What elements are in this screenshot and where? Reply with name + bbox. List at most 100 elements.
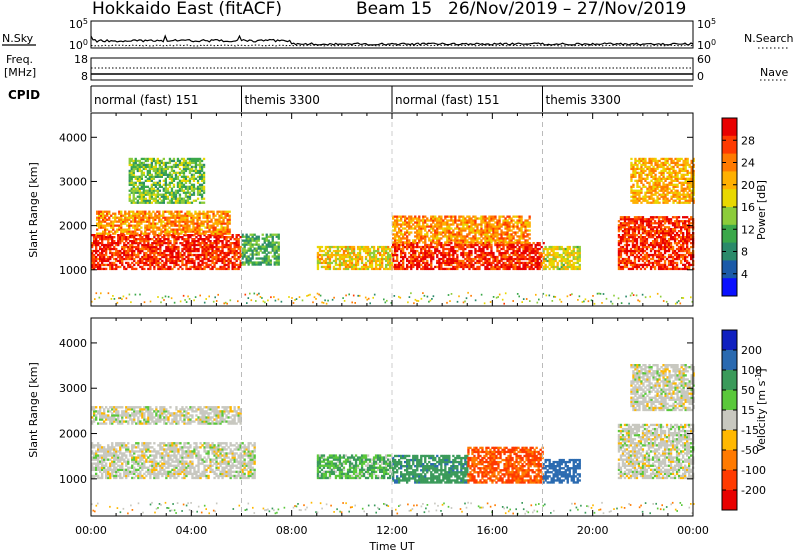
- heatmap-cell: [105, 252, 107, 254]
- heatmap-cell: [398, 262, 400, 264]
- heatmap-cell: [327, 266, 329, 268]
- heatmap-cell: [539, 248, 541, 250]
- heatmap-cell: [462, 237, 464, 239]
- heatmap-cell: [400, 216, 402, 218]
- heatmap-cell: [341, 246, 343, 248]
- heatmap-cell: [658, 248, 660, 250]
- heatmap-cell: [230, 258, 232, 260]
- heatmap-cell: [438, 239, 440, 241]
- heatmap-cell: [111, 266, 113, 268]
- heatmap-cell: [502, 246, 504, 248]
- heatmap-cell: [248, 261, 250, 263]
- heatmap-cell: [484, 229, 486, 231]
- heatmap-cell: [208, 217, 210, 219]
- heatmap-cell: [327, 252, 329, 254]
- heatmap-cell: [329, 256, 331, 258]
- heatmap-cell: [524, 262, 526, 264]
- heatmap-cell: [524, 268, 526, 270]
- heatmap-cell: [438, 252, 440, 254]
- heatmap-cell: [510, 219, 512, 221]
- heatmap-cell: [329, 262, 331, 264]
- heatmap-cell: [274, 257, 276, 259]
- heatmap-cell: [387, 262, 389, 264]
- heatmap-cell: [414, 258, 416, 260]
- heatmap-cell: [400, 219, 402, 221]
- heatmap-cell: [666, 242, 668, 244]
- heatmap-cell: [270, 261, 272, 263]
- heatmap-cell: [410, 262, 412, 264]
- heatmap-cell: [125, 238, 127, 240]
- heatmap-cell: [169, 158, 171, 160]
- heatmap-cell: [118, 229, 120, 231]
- heatmap-cell: [492, 219, 494, 221]
- heatmap-cell: [626, 250, 628, 252]
- heatmap-cell: [480, 223, 482, 225]
- heatmap-cell: [199, 162, 201, 164]
- heatmap-cell: [482, 246, 484, 248]
- heatmap-cell: [125, 236, 127, 238]
- heatmap-cell: [642, 248, 644, 250]
- heatmap-cell: [127, 256, 129, 258]
- heatmap-cell: [109, 242, 111, 244]
- heatmap-cell: [256, 236, 258, 238]
- heatmap-cell: [107, 246, 109, 248]
- heatmap-cell: [232, 234, 234, 236]
- heatmap-cell: [168, 213, 170, 215]
- heatmap-cell: [444, 229, 446, 231]
- heatmap-cell: [618, 236, 620, 238]
- heatmap-cell: [522, 248, 524, 250]
- heatmap-cell: [137, 238, 139, 240]
- heatmap-cell: [626, 222, 628, 224]
- heatmap-cell: [218, 231, 220, 233]
- heatmap-cell: [504, 250, 506, 252]
- heatmap-cell: [442, 235, 444, 237]
- heatmap-cell: [488, 219, 490, 221]
- heatmap-cell: [131, 184, 133, 186]
- heatmap-cell: [456, 246, 458, 248]
- heatmap-cell: [518, 227, 520, 229]
- heatmap-cell: [167, 242, 169, 244]
- heatmap-cell: [171, 246, 173, 248]
- heatmap-cell: [196, 225, 198, 227]
- heatmap-cell: [478, 229, 480, 231]
- heatmap-cell: [492, 254, 494, 256]
- heatmap-cell: [385, 248, 387, 250]
- heatmap-cell: [630, 252, 632, 254]
- heatmap-cell: [153, 188, 155, 190]
- heatmap-cell: [187, 196, 189, 198]
- heatmap-cell: [654, 266, 656, 268]
- heatmap-cell: [363, 266, 365, 268]
- heatmap-cell: [418, 266, 420, 268]
- heatmap-cell: [500, 231, 502, 233]
- heatmap-cell: [514, 242, 516, 244]
- heatmap-cell: [650, 218, 652, 220]
- heatmap-cell: [553, 258, 555, 260]
- heatmap-cell: [155, 170, 157, 172]
- heatmap-cell: [181, 182, 183, 184]
- heatmap-cell: [472, 227, 474, 229]
- heatmap-cell: [204, 231, 206, 233]
- heatmap-cell: [359, 256, 361, 258]
- noise-right-tick: 100: [697, 38, 716, 52]
- heatmap-cell: [180, 229, 182, 231]
- heatmap-cell: [177, 254, 179, 256]
- heatmap-cell: [170, 217, 172, 219]
- noise-left-tick: 100: [69, 38, 88, 52]
- heatmap-cell: [482, 252, 484, 254]
- heatmap-cell: [93, 238, 95, 240]
- heatmap-cell: [165, 184, 167, 186]
- heatmap-cell: [162, 217, 164, 219]
- heatmap-cell: [654, 232, 656, 234]
- heatmap-cell: [402, 235, 404, 237]
- heatmap-cell: [134, 231, 136, 233]
- heatmap-cell: [506, 231, 508, 233]
- heatmap-cell: [426, 246, 428, 248]
- heatmap-cell: [482, 256, 484, 258]
- heatmap-cell: [502, 231, 504, 233]
- heatmap-cell: [145, 168, 147, 170]
- heatmap-cell: [488, 216, 490, 218]
- heatmap-cell: [400, 248, 402, 250]
- heatmap-cell: [452, 250, 454, 252]
- heatmap-cell: [462, 268, 464, 270]
- heatmap-cell: [420, 235, 422, 237]
